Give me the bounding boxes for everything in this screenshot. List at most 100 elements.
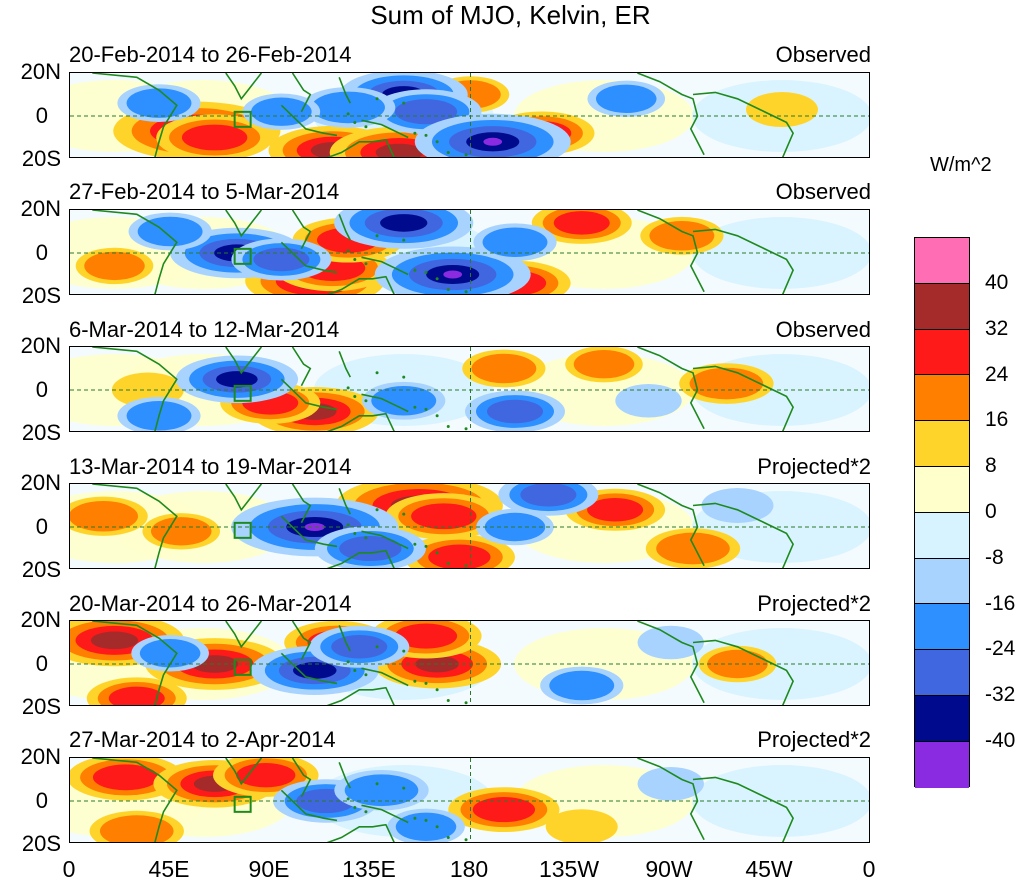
contour-level [99,815,174,842]
island-dot [346,523,350,527]
island-dot [435,688,439,692]
region-box [233,795,252,813]
colorbar-box-11 [915,741,969,788]
anomaly-blob-9 [414,113,571,157]
island-dot [375,371,379,375]
coastline-3 [291,347,312,387]
island-dot [446,699,450,703]
anomaly-blob-6 [175,355,299,404]
colorbar-box-6 [915,512,969,559]
island-dot [402,375,406,379]
coastline-4 [338,77,352,104]
panel-2-lat-20n: 20N [20,196,61,221]
colorbar-label-8: 8 [985,454,997,477]
panel-2-date: 27-Feb-2014 to 5-Mar-2014 [69,179,340,204]
contour-level [339,535,402,562]
coastline-5 [361,530,409,550]
anomaly-blob-8 [387,808,465,842]
contour-level [573,350,635,379]
island-dot [435,825,439,829]
lon-tick-135e: 135E [342,856,396,882]
coastline-3 [291,758,312,798]
contour-level [689,367,764,400]
coastline-0 [92,210,178,294]
panel-5-field [70,621,869,705]
anomaly-blob-6 [640,216,724,255]
panel-2-status: Observed [775,179,871,204]
panel-3-field [70,347,869,431]
island-dot [346,249,350,253]
panel-4-date: 13-Mar-2014 to 19-Mar-2014 [69,454,352,479]
colorbar-label-0: 0 [985,500,997,523]
island-dot [424,544,428,548]
coastline-5 [361,119,409,139]
colorbar-box-4 [915,421,969,467]
coastline-8 [692,776,794,842]
anomaly-blob-4 [89,810,184,842]
island-dot [424,407,428,411]
contour-level [344,774,419,807]
lon-tick-180: 180 [449,856,489,882]
coastline-1 [225,347,263,375]
coastline-7 [637,758,705,841]
panel-1-lat-20s: 20S [21,146,61,171]
panel-1-field [70,73,869,157]
island-dot [353,668,357,672]
coastline-0 [92,484,178,568]
coastline-3 [291,73,312,113]
panel-6-lat-20s: 20S [21,831,61,856]
coastline-4 [338,351,352,378]
contour-level [150,517,212,546]
anomaly-blob-2 [462,349,546,388]
contour-level [595,84,657,113]
island-dot [353,394,357,398]
contour-level [483,137,503,146]
contour-level [181,124,248,151]
island-dot [464,838,468,842]
coastline-5 [361,393,409,413]
contour-level [126,88,192,118]
coastlines [92,758,794,842]
panel-6-status: Projected*2 [757,727,871,752]
coastlines [92,621,794,705]
anomaly-blob-7 [465,390,565,431]
island-dot [446,151,450,155]
contour-level [637,767,704,801]
island-dot [413,131,417,135]
panel-4-lat-20s: 20S [21,557,61,582]
island-dot [364,125,368,129]
coastline-0 [92,73,178,157]
contour-level [331,635,388,659]
colorbar-box-9 [915,650,969,696]
contour-level [311,91,385,124]
panel-6-date: 27-Mar-2014 to 2-Apr-2014 [69,727,336,752]
contour-level [216,371,258,388]
coastline-2 [280,378,338,411]
panel-3-date: 6-Mar-2014 to 12-Mar-2014 [69,317,340,342]
contour-level [428,544,491,568]
island-dot [446,425,450,429]
colorbar-label-16: 16 [985,408,1009,431]
anomaly-blob-10 [231,238,332,281]
contour-level [108,686,165,705]
island-dot [346,386,350,390]
coastline-2 [280,652,338,685]
panel-1-lat-eq: 0 [35,103,48,128]
island-dot [402,786,406,790]
coastline-1 [225,758,263,786]
contour-level [649,221,715,251]
region-box [233,521,252,539]
region-box [233,247,252,265]
coastline-0 [92,347,178,431]
anomaly-blob-4 [645,528,741,568]
anomaly-blob-8 [362,381,446,420]
lon-tick-135w: 135W [538,856,600,882]
anomaly-blob-5 [545,809,618,842]
contour-level [375,143,423,157]
anomaly-blob-9 [540,666,624,705]
contour-level [549,670,615,701]
coastline-6 [326,823,395,842]
panel-4-map [69,483,870,569]
contour-level [92,764,159,791]
contour-level [70,500,138,532]
